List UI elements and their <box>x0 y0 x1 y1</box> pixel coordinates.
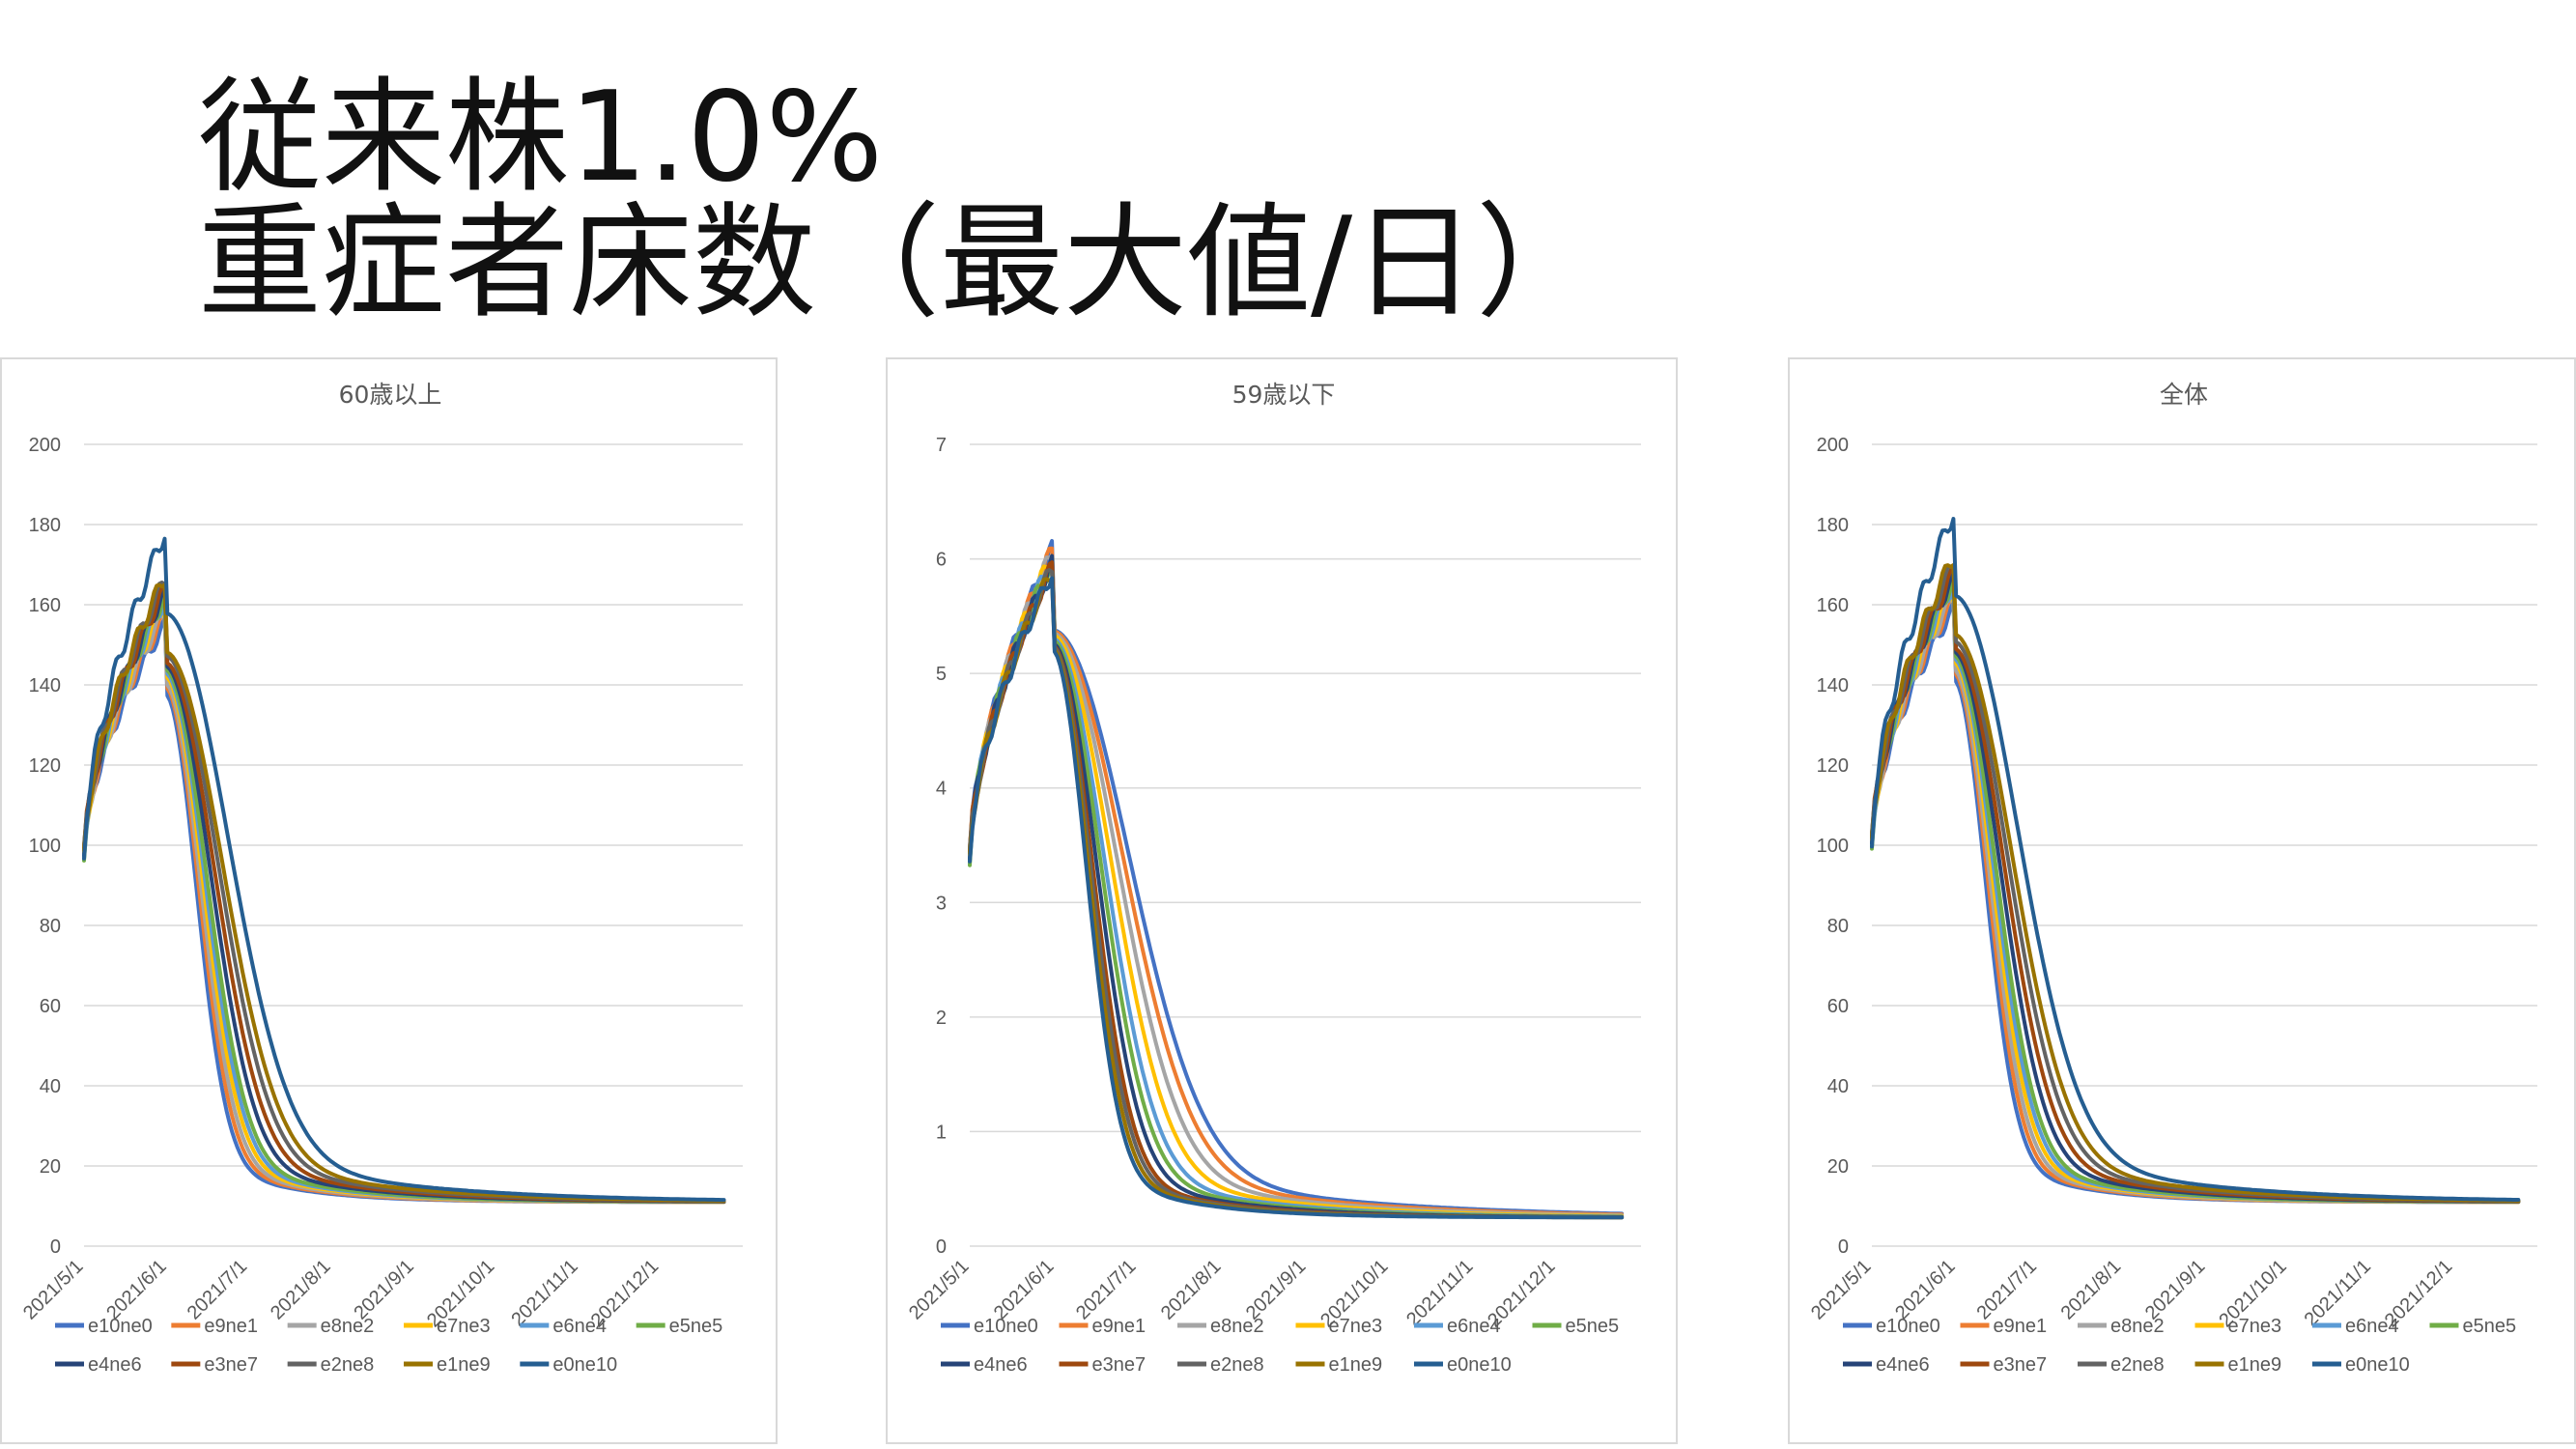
y-tick-label: 40 <box>40 1076 61 1097</box>
series-line-e0ne10 <box>1870 517 2521 1202</box>
y-tick-label: 60 <box>1827 996 1849 1017</box>
legend-label-e5ne5: e5ne5 <box>669 1316 723 1337</box>
chart-title: 59歳以下 <box>1232 381 1336 409</box>
y-tick-label: 2 <box>936 1008 947 1029</box>
y-tick-label: 140 <box>29 675 61 696</box>
legend-label-e4ne6: e4ne6 <box>88 1354 142 1376</box>
legend-label-e7ne3: e7ne3 <box>2228 1316 2282 1337</box>
x-tick-label: 2021/9/1 <box>350 1256 418 1324</box>
y-tick-label: 160 <box>29 595 61 616</box>
y-tick-label: 0 <box>1838 1236 1849 1258</box>
legend-label-e1ne9: e1ne9 <box>2228 1354 2282 1376</box>
x-tick-label: 2021/7/1 <box>1972 1256 2041 1324</box>
legend-label-e0ne10: e0ne10 <box>1447 1354 1512 1376</box>
y-tick-label: 180 <box>29 515 61 536</box>
legend-label-e4ne6: e4ne6 <box>1876 1354 1930 1376</box>
x-tick-label: 2021/5/1 <box>19 1256 88 1324</box>
chart-title: 60歳以上 <box>339 381 442 409</box>
legend-label-e8ne2: e8ne2 <box>2110 1316 2165 1337</box>
x-tick-label: 2021/6/1 <box>1891 1256 1960 1324</box>
y-tick-label: 200 <box>29 435 61 456</box>
legend-label-e4ne6: e4ne6 <box>974 1354 1028 1376</box>
legend-label-e3ne7: e3ne7 <box>1092 1354 1146 1376</box>
x-tick-label: 2021/7/1 <box>1072 1256 1141 1324</box>
y-tick-label: 5 <box>936 664 947 685</box>
legend-label-e10ne0: e10ne0 <box>1876 1316 1940 1337</box>
y-tick-label: 160 <box>1817 595 1849 616</box>
y-tick-label: 100 <box>29 836 61 857</box>
legend-label-e3ne7: e3ne7 <box>204 1354 258 1376</box>
legend-label-e9ne1: e9ne1 <box>1092 1316 1146 1337</box>
legend-label-e0ne10: e0ne10 <box>2345 1354 2410 1376</box>
page-title-line1: 従来株1.0% <box>198 66 884 210</box>
legend-label-e2ne8: e2ne8 <box>321 1354 375 1376</box>
series-line-e0ne10 <box>82 536 726 1203</box>
series-line-e6ne4 <box>968 560 1625 1219</box>
legend-label-e8ne2: e8ne2 <box>321 1316 375 1337</box>
chart-panel-59-and-under: 59歳以下 0 1 2 3 4 5 6 7 2021/5/1 2021/6/1 2021/7/1 202… <box>886 357 1678 1444</box>
legend-label-e5ne5: e5ne5 <box>1566 1316 1620 1337</box>
legend-label-e6ne4: e6ne4 <box>1447 1316 1501 1337</box>
y-tick-label: 6 <box>936 550 947 571</box>
legend-label-e9ne1: e9ne1 <box>1994 1316 2048 1337</box>
y-tick-label: 1 <box>936 1122 947 1143</box>
legend-label-e10ne0: e10ne0 <box>974 1316 1038 1337</box>
x-tick-label: 2021/7/1 <box>184 1256 252 1324</box>
y-tick-label: 20 <box>1827 1156 1849 1178</box>
legend-label-e10ne0: e10ne0 <box>88 1316 153 1337</box>
legend-label-e8ne2: e8ne2 <box>1210 1316 1264 1337</box>
legend-label-e6ne4: e6ne4 <box>552 1316 607 1337</box>
y-tick-label: 120 <box>29 755 61 777</box>
y-tick-label: 80 <box>40 916 61 937</box>
legend-label-e1ne9: e1ne9 <box>437 1354 491 1376</box>
y-tick-label: 0 <box>936 1236 947 1258</box>
x-tick-label: 2021/8/1 <box>1157 1256 1226 1324</box>
legend-label-e1ne9: e1ne9 <box>1329 1354 1383 1376</box>
y-tick-label: 120 <box>1817 755 1849 777</box>
y-tick-label: 7 <box>936 435 947 456</box>
legend-label-e7ne3: e7ne3 <box>437 1316 491 1337</box>
legend-label-e0ne10: e0ne10 <box>552 1354 617 1376</box>
y-tick-label: 0 <box>50 1236 61 1258</box>
x-tick-label: 2021/5/1 <box>905 1256 974 1324</box>
y-tick-label: 200 <box>1817 435 1849 456</box>
series-line-e2ne8 <box>1870 564 2521 1204</box>
y-tick-label: 100 <box>1817 836 1849 857</box>
y-tick-label: 20 <box>40 1156 61 1178</box>
series-line-e0ne10 <box>968 576 1625 1220</box>
legend-label-e7ne3: e7ne3 <box>1329 1316 1383 1337</box>
y-tick-label: 80 <box>1827 916 1849 937</box>
y-tick-label: 60 <box>40 996 61 1017</box>
y-tick-label: 180 <box>1817 515 1849 536</box>
page-title-line2: 重症者床数（最大値/日） <box>198 191 1600 335</box>
y-tick-label: 40 <box>1827 1076 1849 1097</box>
chart-panel-total: 全体 0 20 40 60 80 100 120 140 160 180 200 2021/5/1 202… <box>1788 357 2576 1444</box>
x-tick-label: 2021/8/1 <box>2057 1256 2126 1324</box>
chart-svg-60-and-over: 60歳以上 0 20 40 60 80 100 120 140 160 180 200 2021/5/1… <box>19 381 743 1376</box>
chart-title: 全体 <box>2160 381 2208 409</box>
y-tick-label: 3 <box>936 893 947 914</box>
page-title: 従来株1.0% 重症者床数（最大値/日） <box>198 75 1599 327</box>
x-tick-label: 2021/6/1 <box>102 1256 171 1324</box>
legend-label-e6ne4: e6ne4 <box>2345 1316 2399 1337</box>
x-tick-label: 2021/9/1 <box>2141 1256 2210 1324</box>
legend-label-e5ne5: e5ne5 <box>2463 1316 2517 1337</box>
y-tick-label: 4 <box>936 779 947 800</box>
y-tick-label: 140 <box>1817 675 1849 696</box>
legend-label-e3ne7: e3ne7 <box>1994 1354 2048 1376</box>
x-tick-label: 2021/8/1 <box>267 1256 335 1324</box>
chart-panel-60-and-over: 60歳以上 0 20 40 60 80 100 120 140 160 180 200 2021/5/1… <box>0 357 778 1444</box>
legend-label-e2ne8: e2ne8 <box>2110 1354 2165 1376</box>
legend-label-e2ne8: e2ne8 <box>1210 1354 1264 1376</box>
x-tick-label: 2021/5/1 <box>1807 1256 1876 1324</box>
legend-label-e9ne1: e9ne1 <box>204 1316 258 1337</box>
x-tick-label: 2021/6/1 <box>990 1256 1059 1324</box>
x-tick-label: 2021/9/1 <box>1242 1256 1311 1324</box>
